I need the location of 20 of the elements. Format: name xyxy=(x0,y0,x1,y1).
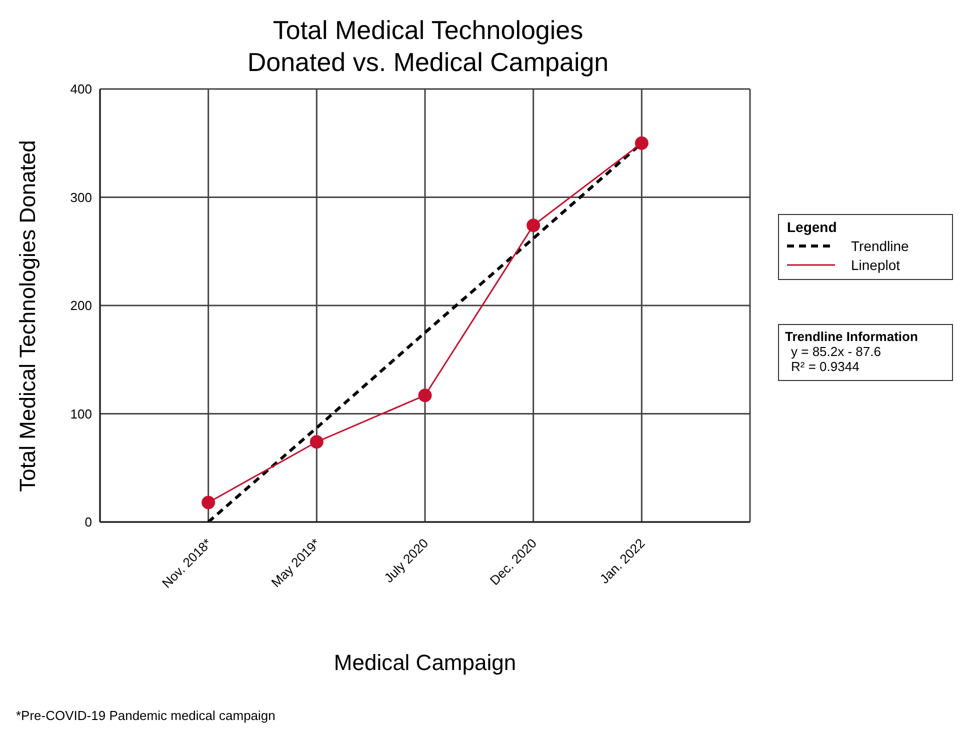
point xyxy=(526,218,540,232)
point xyxy=(202,496,216,510)
point xyxy=(310,435,324,449)
y-tick-label: 400 xyxy=(70,82,92,97)
point xyxy=(418,388,432,402)
legend-title: Legend xyxy=(787,219,838,235)
x-axis-title: Medical Campaign xyxy=(332,650,518,676)
text: *Pre-COVID-19 Pandemic medical campaign xyxy=(16,708,276,723)
text: Trendline Information xyxy=(785,329,919,344)
chart-title: Total Medical Technologies Donated vs. Medical Campaign xyxy=(246,14,610,78)
y-tick-label: 0 xyxy=(84,514,92,530)
point xyxy=(634,136,648,150)
text: y = 85.2x - 87.6 xyxy=(790,344,882,359)
y-tick-label: 200 xyxy=(70,298,92,314)
legend-label: Lineplot xyxy=(851,257,900,273)
y-axis-title: Total Medical Technologies Donated xyxy=(15,139,41,494)
legend-label: Trendline xyxy=(851,238,909,254)
text: R² = 0.9344 xyxy=(790,359,860,374)
y-tick-label: 100 xyxy=(70,406,92,422)
y-tick-label: 300 xyxy=(70,190,92,205)
